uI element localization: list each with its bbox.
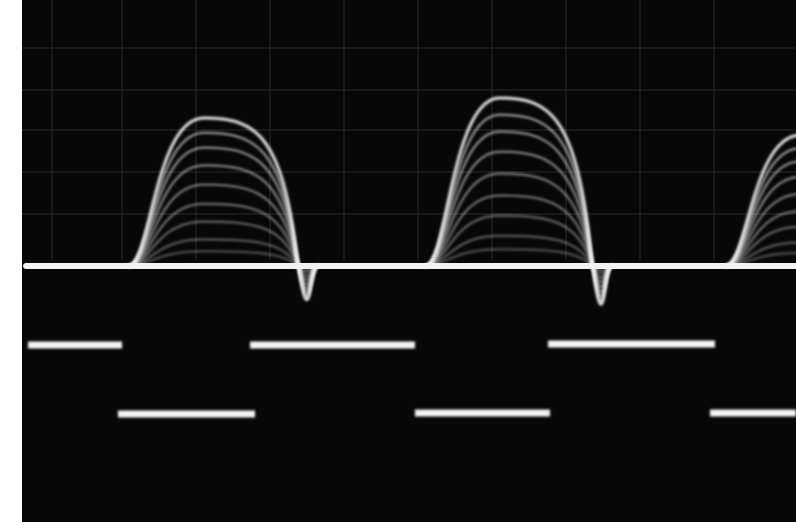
- oscilloscope-photo: [0, 0, 796, 525]
- page: {} (() => { const svg = document.getElem: [0, 0, 796, 525]
